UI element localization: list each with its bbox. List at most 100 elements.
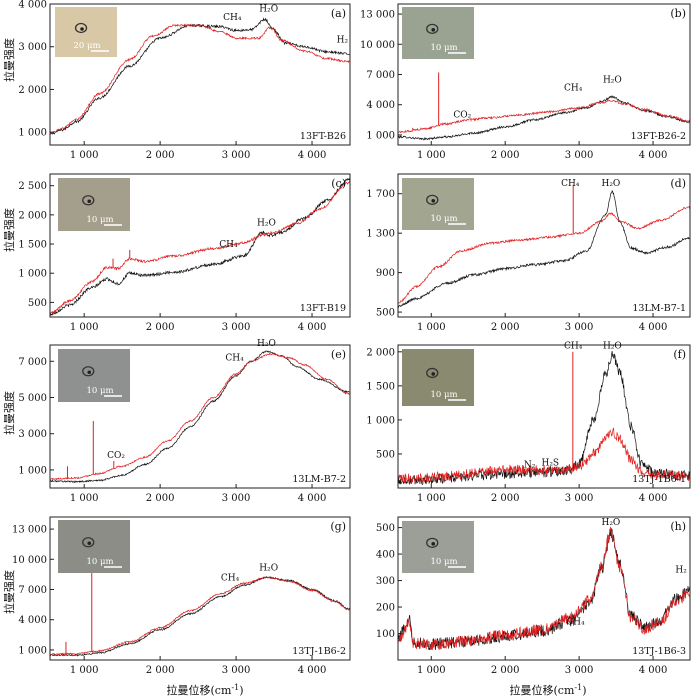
panel-c-x-tick-label-2: 3 000: [222, 322, 251, 333]
panel-h-annotation-2: H₂: [675, 566, 687, 576]
y-axis-label-row4: 拉曼强度: [2, 570, 16, 614]
panel-g-x-tick-label-2: 3 000: [222, 665, 251, 676]
panel-d-inset-scale-label: 10 μm: [430, 214, 457, 224]
x-axis-label-left-main: 拉曼位移(cm: [167, 683, 232, 697]
panel-d-x-tick-label-1: 2 000: [491, 322, 520, 333]
panel-c-inset-inclusion: [82, 195, 95, 206]
panel-a-x-tick-label-0: 1 000: [70, 150, 99, 161]
panel-d-y-tick-label-1: 900: [376, 268, 395, 279]
panel-f-y-tick-label-2: 1 500: [366, 381, 395, 392]
panel-e-inset-bubble: [87, 370, 92, 375]
panel-c-series-black: [50, 177, 350, 316]
panel-e-y-tick-label-3: 7 000: [18, 357, 47, 368]
panel-e-annotation-1: CH₄: [225, 353, 244, 363]
panel-f-inset-inclusion: [426, 367, 439, 379]
panel-h-x-tick-label-2: 3 000: [565, 665, 594, 676]
panel-h-label: (h): [670, 520, 686, 533]
panel-e-annotation-2: H₂O: [257, 339, 276, 349]
panel-e-series-red: [50, 352, 350, 481]
x-axis-label-left-close: ): [239, 684, 243, 697]
panel-f-sample-name: 13TJ-1B6-1: [632, 474, 686, 485]
panel-f-label: (f): [673, 348, 686, 361]
panel-h-y-tick-label-0: 100: [376, 629, 395, 640]
panel-a-sample-name: 13FT-B26: [300, 131, 346, 142]
panel-h-inset-image: [402, 521, 474, 573]
panel-c: 1 000 2 000 3 000 4 000 500 1 000 1 500 2 000 2 …: [18, 173, 351, 333]
panel-e-y-tick-label-1: 3 000: [18, 429, 47, 440]
panel-a: 1 000 2 000 3 000 4 000 1 000 2 000 3 000 4 000…: [18, 0, 351, 161]
panel-f-annotation-0: N₂: [524, 461, 536, 471]
panel-h-annotation-1: H₂O: [601, 518, 620, 528]
panel-a-x-tick-label-3: 4 000: [298, 150, 327, 161]
panel-f-x-tick-label-2: 3 000: [565, 493, 594, 504]
panel-d-label: (d): [670, 177, 686, 190]
panel-g-y-tick-label-0: 1 000: [18, 645, 47, 656]
panel-f-y-tick-label-1: 1 000: [366, 415, 395, 426]
x-axis-label-left: 拉曼位移(cm-1): [167, 683, 244, 697]
x-axis-label-right: 拉曼位移(cm-1): [510, 683, 587, 697]
panel-b-y-tick-label-2: 7 000: [366, 70, 395, 81]
panel-e-label: (e): [331, 348, 346, 361]
panel-e-sample-name: 13LM-B7-2: [292, 474, 346, 485]
panel-d-y-tick-label-0: 500: [376, 308, 395, 319]
panel-g-x-tick-label-1: 2 000: [146, 665, 175, 676]
panel-b-annotation-0: CO₂: [453, 110, 471, 120]
panel-h-series-red: [398, 526, 690, 650]
panel-h-inset-inclusion: [426, 537, 439, 548]
panel-b-inset-bubble: [431, 28, 436, 32]
panel-b-x-tick-label-3: 4 000: [639, 150, 668, 161]
panel-c-y-tick-label-3: 2 000: [18, 210, 47, 221]
panel-h-inset-bubble: [431, 542, 436, 546]
panel-g-y-tick-label-2: 7 000: [18, 585, 47, 596]
panel-a-x-tick-label-1: 2 000: [146, 150, 175, 161]
panel-e-y-tick-label-2: 5 000: [18, 393, 47, 404]
panel-d-inset-image: [402, 178, 474, 230]
panel-d-inset-bubble: [431, 199, 436, 203]
panel-b-x-tick-label-0: 1 000: [417, 150, 446, 161]
panel-e-x-tick-label-1: 2 000: [146, 493, 175, 504]
panel-e-annotation-0: CO₂: [107, 451, 125, 461]
y-axis-label-row3: 拉曼强度: [2, 391, 16, 435]
panel-a-label: (a): [331, 7, 346, 20]
x-axis-label-left-sup: -1: [231, 683, 239, 692]
panel-g-label: (g): [330, 520, 346, 533]
panel-f-x-tick-label-3: 4 000: [639, 493, 668, 504]
panel-f-y-tick-label-3: 2 000: [366, 347, 395, 358]
panel-a-annotation-0: CH₄: [223, 13, 242, 23]
x-axis-label-right-main: 拉曼位移(cm: [510, 683, 575, 697]
panel-d-series-black: [398, 190, 690, 309]
panel-d-frame: [397, 173, 691, 318]
panel-b-y-tick-label-3: 10 000: [360, 40, 395, 51]
panel-h-y-tick-label-3: 400: [376, 550, 395, 561]
panel-a-x-tick-label-2: 3 000: [222, 150, 251, 161]
panel-b-x-tick-label-1: 2 000: [491, 150, 520, 161]
panel-b-annotation-2: H₂O: [603, 76, 622, 86]
panel-c-annotation-1: H₂O: [257, 218, 276, 228]
panel-a-inset-inclusion: [74, 22, 88, 34]
panel-a-frame: [49, 3, 351, 146]
panel-b-inset-image: [402, 7, 474, 59]
panel-c-y-tick-label-2: 1 500: [18, 240, 47, 251]
panel-g-y-tick-label-3: 10 000: [12, 555, 47, 566]
panel-c-inset-bubble: [87, 199, 92, 204]
panel-b-series-red: [398, 99, 690, 134]
panel-d-annotation-0: CH₄: [561, 179, 580, 189]
panel-g-annotation-1: H₂O: [259, 563, 278, 573]
panel-d-y-tick-label-2: 1 300: [366, 229, 395, 240]
panel-d-x-tick-label-0: 1 000: [417, 322, 446, 333]
panel-e-series-black: [50, 350, 350, 484]
panel-e-inset-inclusion: [82, 366, 95, 377]
panel-c-x-tick-label-0: 1 000: [70, 322, 99, 333]
panel-b-label: (b): [670, 7, 686, 20]
y-axis-label-row1: 拉曼强度: [2, 38, 16, 82]
x-axis-label-right-sup: -1: [574, 683, 582, 692]
panel-e-x-tick-label-3: 4 000: [298, 493, 327, 504]
panel-h-y-tick-label-1: 200: [376, 603, 395, 614]
panel-e-inset-image: [58, 349, 130, 402]
panel-g-y-tick-label-4: 13 000: [12, 525, 47, 536]
panel-d-y-tick-label-3: 1 700: [366, 189, 395, 200]
panel-g-series-black: [50, 576, 350, 657]
panel-c-x-tick-label-3: 4 000: [298, 322, 327, 333]
panel-c-series-red: [50, 180, 350, 316]
